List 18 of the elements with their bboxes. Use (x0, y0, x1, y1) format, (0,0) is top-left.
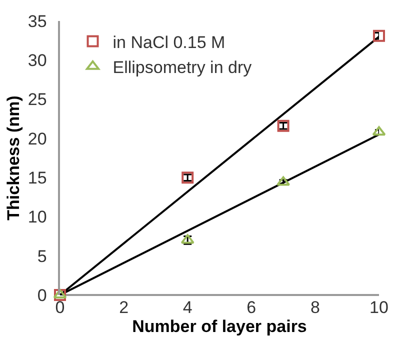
y-tick-label: 10 (28, 208, 47, 227)
y-tick-label: 20 (28, 129, 47, 148)
y-tick-label: 15 (28, 168, 47, 188)
x-axis-title: Number of layer pairs (132, 317, 307, 336)
legend-label: in NaCl 0.15 M (112, 32, 226, 52)
y-tick-label: 0 (37, 286, 47, 305)
x-tick-label: 2 (119, 298, 129, 317)
legend-label: Ellipsometry in dry (112, 58, 252, 78)
x-tick-label: 10 (370, 298, 388, 317)
x-tick-label: 6 (246, 298, 256, 317)
x-tick-label: 8 (310, 298, 320, 317)
y-tick-label: 30 (28, 51, 47, 70)
x-tick-label: 0 (55, 298, 65, 317)
y-tick-label: 35 (28, 12, 47, 31)
x-tick-label: 4 (182, 298, 192, 317)
y-axis-title: Thickness (nm) (4, 96, 23, 220)
y-tick-label: 5 (37, 246, 47, 266)
y-tick-label: 25 (28, 90, 47, 110)
